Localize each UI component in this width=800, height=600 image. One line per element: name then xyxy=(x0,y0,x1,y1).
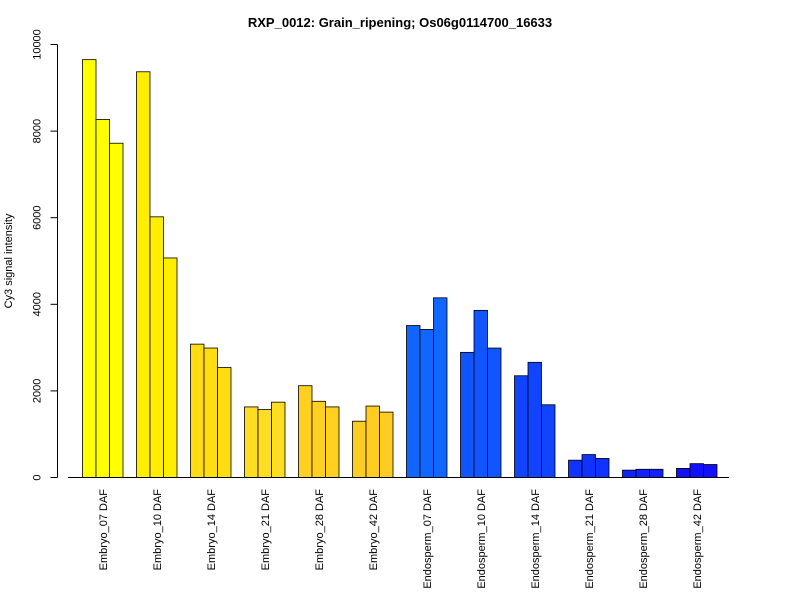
bar xyxy=(473,309,488,478)
bar xyxy=(271,401,286,478)
bar xyxy=(406,325,421,478)
bar xyxy=(635,468,650,478)
bar xyxy=(527,361,542,478)
bar xyxy=(298,385,313,478)
x-category-label: Embryo_21 DAF xyxy=(260,489,272,571)
x-category-label: Endosperm_28 DAF xyxy=(638,489,650,589)
bar xyxy=(568,459,583,478)
bar xyxy=(379,411,394,478)
bar xyxy=(703,464,718,478)
x-axis: Embryo_07 DAF Embryo_10 DAF Embryo_14 DAF E… xyxy=(68,477,729,589)
bar xyxy=(419,329,434,478)
x-category-label: Endosperm_07 DAF xyxy=(422,489,434,589)
bar xyxy=(581,454,596,478)
bar xyxy=(541,404,556,478)
bar xyxy=(311,400,326,478)
x-category-label: Endosperm_14 DAF xyxy=(530,489,542,589)
bar xyxy=(325,406,340,478)
x-category-label: Embryo_42 DAF xyxy=(368,489,380,571)
bar xyxy=(109,142,124,478)
y-tick-label: 10000 xyxy=(32,29,44,60)
y-tick-label: 2000 xyxy=(32,379,44,403)
bar xyxy=(622,469,637,478)
bar xyxy=(136,71,151,478)
bar xyxy=(595,458,610,478)
y-axis-label: Cy3 signal intensity xyxy=(3,213,15,308)
bar xyxy=(689,463,704,478)
x-category-label: Embryo_14 DAF xyxy=(206,489,218,571)
bar xyxy=(244,406,259,478)
bars-group xyxy=(82,59,718,478)
bar xyxy=(163,257,178,478)
bar xyxy=(460,351,475,478)
x-category-label: Endosperm_10 DAF xyxy=(476,489,488,589)
bar xyxy=(95,119,110,478)
bar xyxy=(433,297,448,478)
y-tick-label: 8000 xyxy=(32,119,44,143)
bar xyxy=(217,367,232,478)
bar xyxy=(190,343,205,478)
x-category-label: Embryo_07 DAF xyxy=(98,489,110,571)
bar xyxy=(649,468,664,478)
y-tick-label: 4000 xyxy=(32,292,44,316)
x-category-label: Embryo_28 DAF xyxy=(314,489,326,571)
x-category-label: Endosperm_21 DAF xyxy=(584,489,596,589)
bar xyxy=(365,405,380,478)
bar xyxy=(514,375,529,478)
bar xyxy=(257,409,272,478)
bar xyxy=(676,468,691,478)
bar xyxy=(149,216,164,478)
x-category-label: Embryo_10 DAF xyxy=(152,489,164,571)
bar xyxy=(487,347,502,478)
x-category-label: Endosperm_42 DAF xyxy=(692,489,704,589)
bar xyxy=(352,420,367,478)
chart-title: RXP_0012: Grain_ripening; Os06g0114700_1… xyxy=(248,15,552,30)
y-axis: 0 2000 4000 6000 8000 10000 xyxy=(32,29,58,481)
bar xyxy=(203,347,218,478)
y-tick-label: 6000 xyxy=(32,205,44,229)
bar xyxy=(82,59,97,478)
y-tick-label: 0 xyxy=(32,474,44,480)
